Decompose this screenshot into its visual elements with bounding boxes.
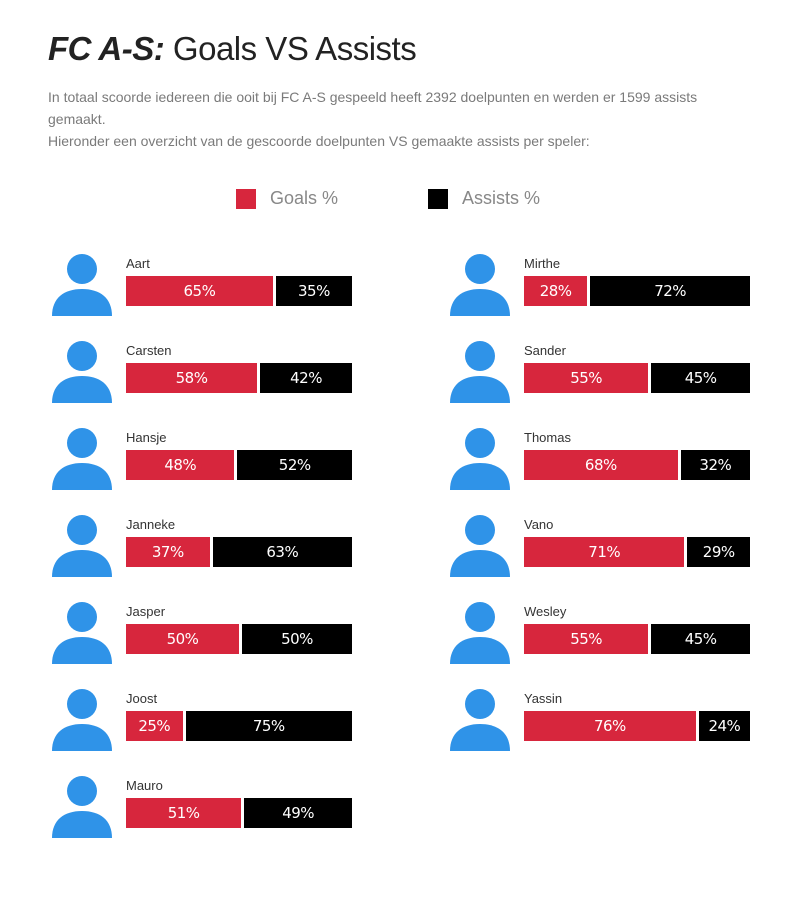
legend-goals-label: Goals % (270, 188, 339, 208)
player-card-mauro: Mauro 51% 49% (50, 774, 352, 854)
person-icon (52, 254, 112, 316)
assists-segment: 42% (257, 363, 352, 393)
person-icon (52, 776, 112, 838)
player-name: Sander (524, 343, 566, 358)
player-card-aart: Aart 65% 35% (50, 252, 352, 332)
goals-assists-bar: 50% 50% (126, 624, 352, 654)
player-name: Mirthe (524, 256, 561, 271)
person-icon (52, 428, 112, 490)
player-name: Aart (126, 256, 150, 271)
goals-segment: 58% (126, 363, 258, 393)
player-name: Thomas (524, 430, 571, 445)
player-name: Yassin (524, 691, 563, 706)
intro-line-2: Hieronder een overzicht van de gescoorde… (48, 133, 590, 149)
title-text: Goals VS Assists (164, 30, 417, 67)
person-icon (52, 341, 112, 403)
legend: Goals % Assists % (0, 188, 799, 212)
player-card-jasper: Jasper 50% 50% (50, 600, 352, 680)
goals-assists-bar: 25% 75% (126, 711, 352, 741)
goals-segment: 76% (524, 711, 696, 741)
assists-segment: 45% (648, 363, 750, 393)
player-name: Joost (126, 691, 158, 706)
player-card-sander: Sander 55% 45% (448, 339, 750, 419)
goals-segment: 68% (524, 450, 678, 480)
page-title: FC A-S: Goals VS Assists (48, 30, 417, 68)
player-card-thomas: Thomas 68% 32% (448, 426, 750, 506)
person-icon (450, 602, 510, 664)
assists-segment: 52% (234, 450, 352, 480)
player-name: Hansje (126, 430, 167, 445)
player-name: Vano (524, 517, 554, 532)
person-icon (450, 515, 510, 577)
assists-segment: 72% (587, 276, 750, 306)
goals-segment: 37% (126, 537, 210, 567)
person-icon (450, 428, 510, 490)
person-icon (450, 689, 510, 751)
assists-segment: 24% (695, 711, 750, 741)
goals-assists-bar: 37% 63% (126, 537, 352, 567)
assists-segment: 50% (239, 624, 352, 654)
goals-segment: 55% (524, 363, 649, 393)
intro-text: In totaal scoorde iedereen die ooit bij … (48, 86, 748, 152)
player-card-joost: Joost 25% 75% (50, 687, 352, 767)
intro-line-1: In totaal scoorde iedereen die ooit bij … (48, 89, 698, 127)
player-card-carsten: Carsten 58% 42% (50, 339, 352, 419)
player-name: Mauro (126, 778, 163, 793)
goals-segment: 71% (524, 537, 685, 567)
goals-segment: 50% (126, 624, 239, 654)
assists-segment: 35% (272, 276, 352, 306)
player-card-janneke: Janneke 37% 63% (50, 513, 352, 593)
goals-assists-bar: 55% 45% (524, 624, 750, 654)
person-icon (52, 602, 112, 664)
legend-item-goals: Goals % (236, 188, 338, 209)
assists-segment: 75% (182, 711, 352, 741)
person-icon (450, 254, 510, 316)
goals-assists-bar: 71% 29% (524, 537, 750, 567)
player-name: Wesley (524, 604, 567, 619)
player-name: Carsten (126, 343, 172, 358)
legend-item-assists: Assists % (428, 188, 540, 209)
goals-segment: 51% (126, 798, 242, 828)
assists-segment: 29% (684, 537, 750, 567)
player-card-wesley: Wesley 55% 45% (448, 600, 750, 680)
player-card-hansje: Hansje 48% 52% (50, 426, 352, 506)
assists-swatch (428, 188, 448, 209)
person-icon (52, 689, 112, 751)
goals-segment: 65% (126, 276, 273, 306)
player-card-vano: Vano 71% 29% (448, 513, 750, 593)
goals-segment: 25% (126, 711, 183, 741)
player-card-mirthe: Mirthe 28% 72% (448, 252, 750, 332)
goals-assists-bar: 28% 72% (524, 276, 750, 306)
goals-segment: 28% (524, 276, 588, 306)
goals-assists-bar: 58% 42% (126, 363, 352, 393)
legend-assists-label: Assists % (462, 188, 541, 208)
player-card-yassin: Yassin 76% 24% (448, 687, 750, 767)
goals-assists-bar: 51% 49% (126, 798, 352, 828)
goals-assists-bar: 65% 35% (126, 276, 352, 306)
assists-segment: 32% (677, 450, 750, 480)
goals-assists-bar: 68% 32% (524, 450, 750, 480)
player-name: Janneke (126, 517, 176, 532)
goals-assists-bar: 48% 52% (126, 450, 352, 480)
goals-segment: 55% (524, 624, 649, 654)
player-name: Jasper (126, 604, 166, 619)
goals-assists-bar: 76% 24% (524, 711, 750, 741)
assists-segment: 45% (648, 624, 750, 654)
person-icon (52, 515, 112, 577)
assists-segment: 63% (209, 537, 352, 567)
person-icon (450, 341, 510, 403)
goals-segment: 48% (126, 450, 235, 480)
club-name: FC A-S: (48, 30, 165, 67)
assists-segment: 49% (241, 798, 352, 828)
goals-swatch (236, 188, 256, 209)
goals-assists-bar: 55% 45% (524, 363, 750, 393)
